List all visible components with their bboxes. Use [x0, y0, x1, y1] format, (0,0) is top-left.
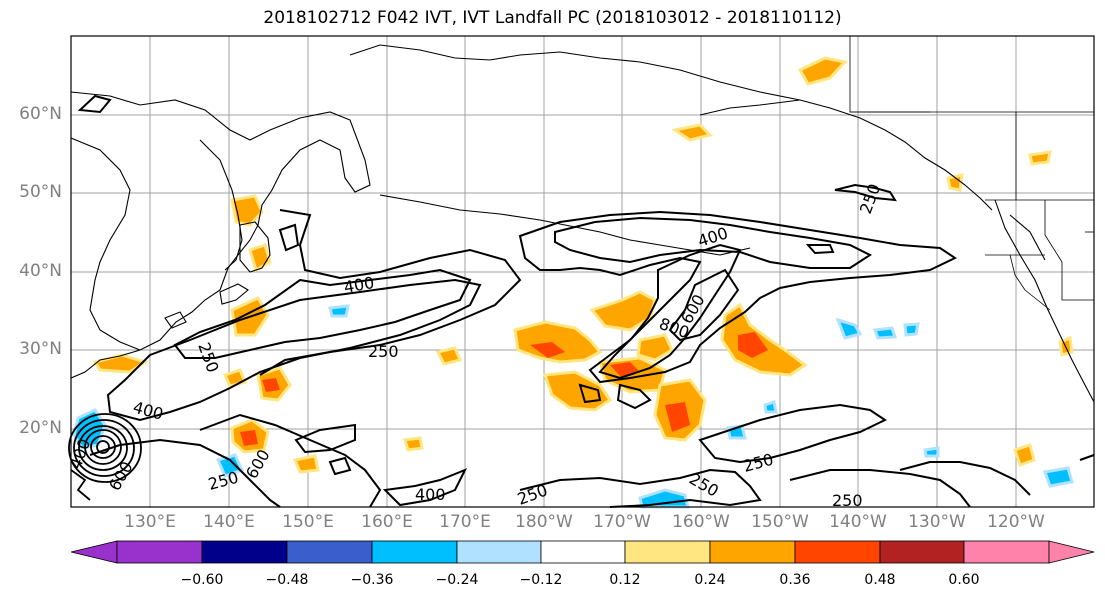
colorbar-tick-label: 0.60 [948, 572, 980, 588]
contour-label: 400 [415, 485, 446, 504]
colorbar-bin [794, 540, 881, 564]
colorbar-extend-low [70, 540, 118, 564]
colorbar-bin [709, 540, 796, 564]
contour-label: 250 [832, 491, 863, 510]
lon-label: 180°W [515, 512, 573, 532]
colorbar-bin [201, 540, 288, 564]
lon-label: 130°E [124, 512, 176, 532]
colorbar-tick-label: −0.12 [519, 572, 563, 588]
colorbar-bin [286, 540, 373, 564]
map-frame [70, 35, 1095, 508]
colorbar-tick-label: −0.60 [180, 572, 224, 588]
colorbar-bin [116, 540, 203, 564]
lat-label: 60°N [19, 104, 62, 124]
graticule [71, 36, 1094, 507]
colorbar-tick-label: 0.24 [694, 572, 726, 588]
map-title: 2018102712 F042 IVT, IVT Landfall PC (20… [263, 8, 842, 28]
colorbar-tick-label: −0.36 [350, 572, 394, 588]
colorbar-extend-high [1048, 540, 1095, 564]
lon-label: 140°E [203, 512, 255, 532]
lon-label: 130°W [908, 512, 966, 532]
lon-label: 170°E [439, 512, 491, 532]
lon-label: 150°W [751, 512, 809, 532]
map-area: 400 250 400 250 800 600 400 250 250 400 … [66, 35, 1095, 510]
colorbar-tick-label: 0.36 [779, 572, 811, 588]
lon-label: 160°W [672, 512, 730, 532]
colorbar [70, 540, 1095, 564]
colorbar-bin [371, 540, 458, 564]
colorbar-tick-label: 0.48 [864, 572, 896, 588]
pc-negative-shading [72, 304, 1074, 509]
lat-label: 40°N [19, 261, 62, 281]
colorbar-tick-label: −0.24 [435, 572, 479, 588]
coastlines [70, 44, 1095, 403]
colorbar-bin [456, 540, 542, 564]
colorbar-tick-label: −0.48 [265, 572, 309, 588]
lon-label: 150°E [282, 512, 334, 532]
lat-label: 20°N [19, 418, 62, 438]
political-borders [849, 36, 1094, 311]
contour-label: 250 [368, 342, 399, 361]
colorbar-bin [540, 540, 626, 564]
ivt-contours [77, 94, 1095, 508]
pc-positive-shading [92, 56, 1074, 474]
colorbar-bin [879, 540, 965, 564]
colorbar-tick-label: 0.12 [609, 572, 641, 588]
lon-label: 160°E [361, 512, 413, 532]
lon-label: 120°W [987, 512, 1045, 532]
colorbar-bin [624, 540, 711, 564]
lat-label: 50°N [19, 182, 62, 202]
lon-label: 140°W [829, 512, 887, 532]
lon-label: 170°W [593, 512, 651, 532]
colorbar-bin [963, 540, 1050, 564]
cyclone-contours [68, 413, 142, 501]
lat-label: 30°N [19, 339, 62, 359]
